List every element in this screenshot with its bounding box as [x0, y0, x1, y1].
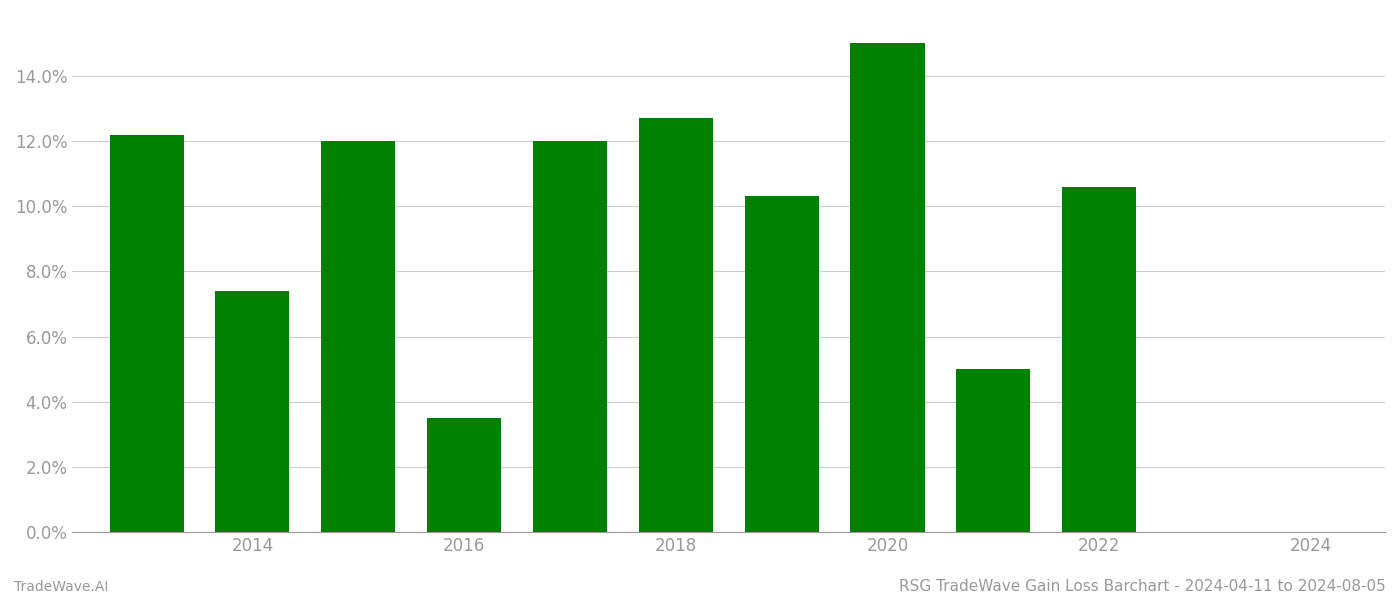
Bar	[956, 369, 1030, 532]
Bar	[850, 43, 924, 532]
Bar	[427, 418, 501, 532]
Bar	[109, 134, 183, 532]
Bar	[638, 118, 713, 532]
Text: RSG TradeWave Gain Loss Barchart - 2024-04-11 to 2024-08-05: RSG TradeWave Gain Loss Barchart - 2024-…	[899, 579, 1386, 594]
Bar	[533, 141, 608, 532]
Bar	[216, 291, 290, 532]
Text: TradeWave.AI: TradeWave.AI	[14, 580, 108, 594]
Bar	[1063, 187, 1137, 532]
Bar	[745, 196, 819, 532]
Bar	[321, 141, 395, 532]
